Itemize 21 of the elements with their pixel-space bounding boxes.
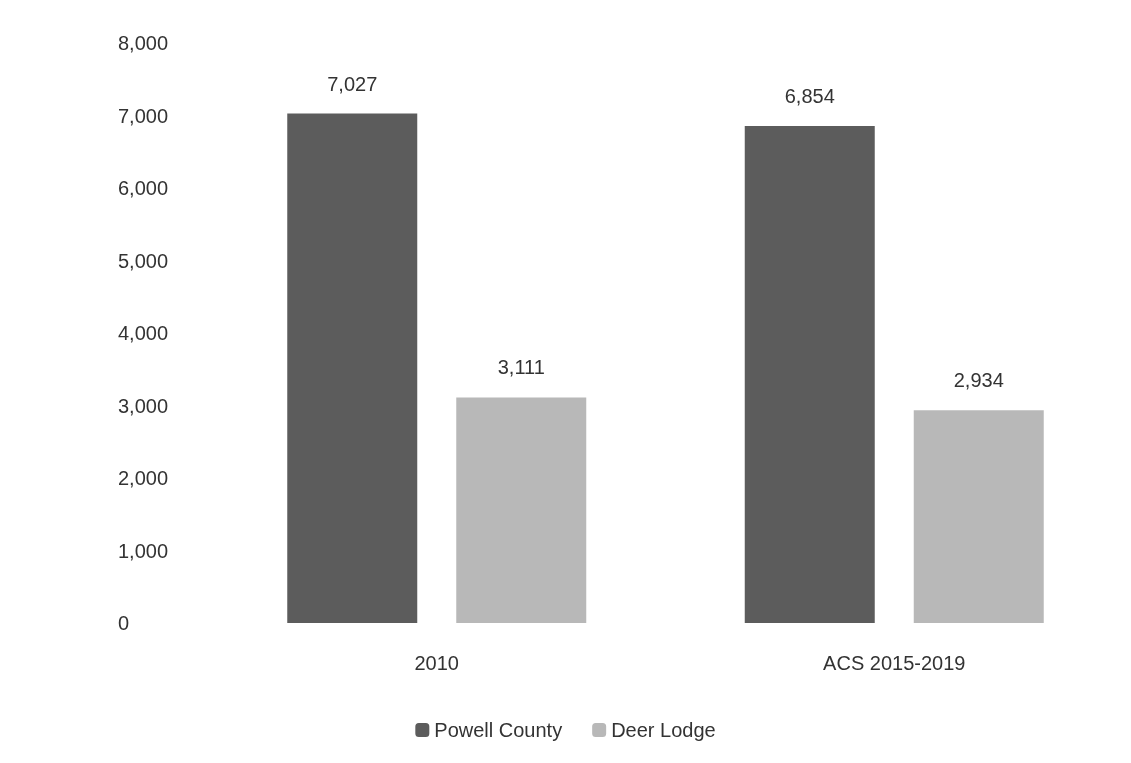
data-label: 7,027 (327, 72, 378, 95)
y-tick-label: 0 (118, 612, 130, 634)
y-tick-label: 6,000 (118, 177, 169, 199)
x-tick-label: ACS 2015-2019 (823, 652, 966, 674)
y-tick-label: 4,000 (118, 322, 169, 344)
data-label: 6,854 (784, 85, 835, 108)
y-tick-label: 5,000 (118, 249, 169, 272)
bar (456, 397, 587, 623)
bar (913, 410, 1044, 623)
bar (287, 113, 418, 623)
data-label: 3,111 (497, 356, 545, 379)
legend-label: Deer Lodge (611, 719, 716, 741)
data-label: 2,934 (953, 369, 1004, 392)
y-tick-label: 1,000 (118, 539, 169, 562)
y-tick-label: 2,000 (118, 467, 169, 489)
y-tick-label: 3,000 (118, 394, 169, 417)
bar (744, 126, 875, 623)
y-tick-label: 8,000 (118, 32, 169, 54)
x-tick-label: 2010 (414, 652, 459, 674)
legend-label: Powell County (434, 719, 563, 741)
y-tick-label: 7,000 (118, 104, 169, 127)
